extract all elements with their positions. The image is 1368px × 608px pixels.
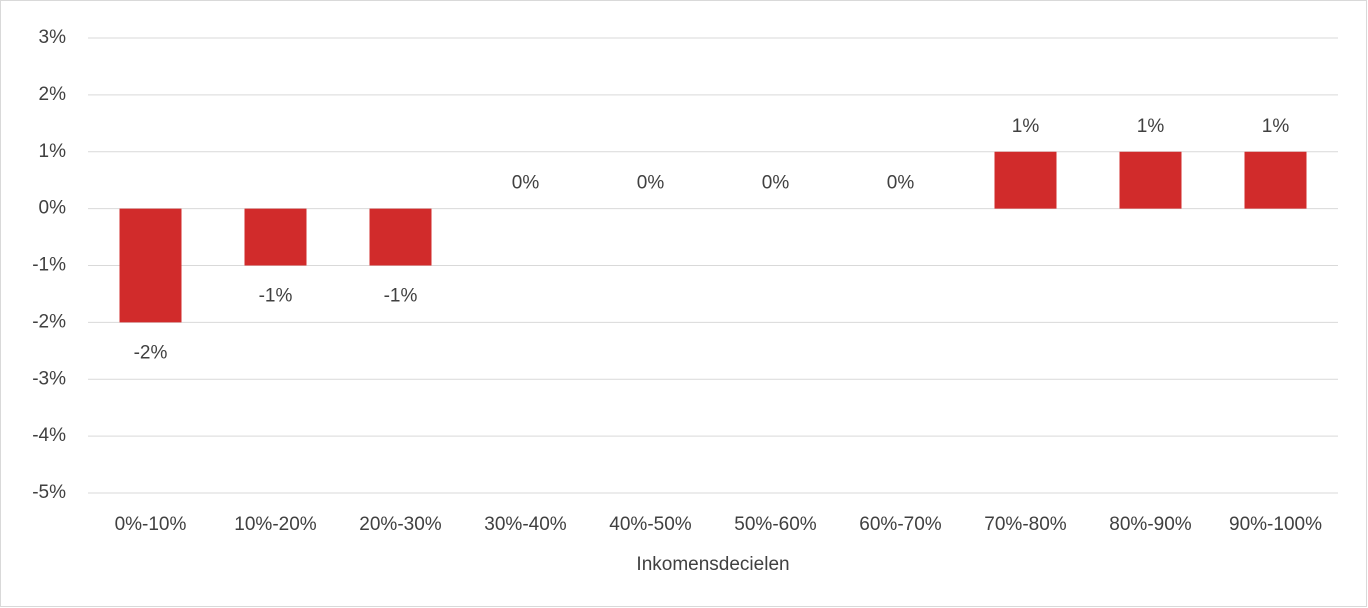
value-label: -2%: [134, 342, 168, 363]
value-label: 1%: [1262, 116, 1290, 137]
x-tick-label: 50%-60%: [734, 514, 816, 535]
bar: [244, 208, 307, 266]
y-tick-label: -2%: [32, 311, 66, 332]
value-label: 1%: [1012, 116, 1040, 137]
y-tick-label: 0%: [39, 198, 67, 219]
value-label: 1%: [1137, 116, 1165, 137]
value-label: 0%: [512, 173, 540, 194]
x-tick-label: 90%-100%: [1229, 514, 1322, 535]
value-label: 0%: [637, 173, 665, 194]
x-tick-label: 70%-80%: [984, 514, 1066, 535]
y-tick-label: -5%: [32, 482, 66, 503]
x-tick-label: 60%-70%: [859, 514, 941, 535]
value-label: -1%: [384, 286, 418, 307]
x-tick-label: 80%-90%: [1109, 514, 1191, 535]
y-tick-label: 3%: [39, 27, 67, 48]
value-label: 0%: [762, 173, 790, 194]
y-tick-label: -1%: [32, 255, 66, 276]
bar: [119, 208, 182, 323]
bar: [994, 151, 1057, 209]
bar: [369, 208, 432, 266]
bar: [1119, 151, 1182, 209]
x-tick-label: 10%-20%: [234, 514, 316, 535]
value-label: -1%: [259, 286, 293, 307]
value-label: 0%: [887, 173, 915, 194]
x-tick-label: 20%-30%: [359, 514, 441, 535]
bar: [1244, 151, 1307, 209]
x-tick-label: 40%-50%: [609, 514, 691, 535]
x-axis-label: Inkomensdecielen: [636, 554, 789, 575]
x-tick-label: 0%-10%: [115, 514, 187, 535]
x-tick-label: 30%-40%: [484, 514, 566, 535]
y-tick-label: 2%: [39, 84, 67, 105]
y-tick-label: -4%: [32, 425, 66, 446]
y-tick-label: 1%: [39, 141, 67, 162]
y-tick-label: -3%: [32, 368, 66, 389]
